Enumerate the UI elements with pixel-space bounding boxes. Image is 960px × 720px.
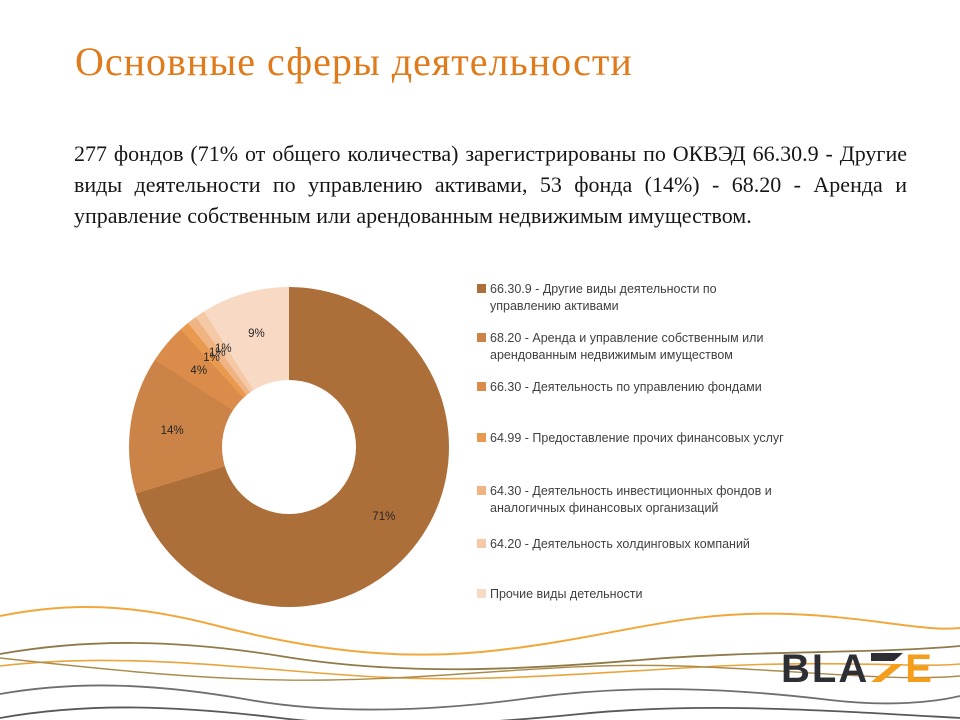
pie-slice-label: 1% [208,347,226,360]
legend-swatch [477,284,486,293]
body-text: 277 фондов (71% от общего количества) за… [74,141,907,229]
legend-label: Прочие виды детельности [490,587,643,601]
pie-slice-label: 9% [248,327,265,340]
legend-item: 68.20 - Аренда и управление собственным … [477,330,763,364]
donut-hole [222,380,356,514]
legend-item: 64.99 - Предоставление прочих финансовых… [477,430,784,447]
pie-slice-label: 1% [214,343,232,355]
legend-swatch [477,433,486,442]
legend-label: 64.20 - Деятельность холдинговых компани… [490,537,750,551]
legend-item: 66.30.9 - Другие виды деятельности по уп… [477,281,717,315]
pie-slice-label: 4% [190,364,208,377]
legend-swatch [477,486,486,495]
slide-title: Основные сферы деятельности [75,39,633,84]
legend-label: 64.99 - Предоставление прочих финансовых… [490,431,784,445]
pie-slice-label: 1% [203,351,220,364]
pie-slice-label: 71% [372,511,396,524]
logo-text-orange: E [905,647,934,691]
legend-label: 64.30 - Деятельность инвестиционных фонд… [490,484,772,515]
legend-swatch [477,589,486,598]
legend-swatch [477,539,486,548]
logo-text-dark: BLA [781,647,870,691]
pie-slice-label: 14% [160,424,184,437]
legend-swatch [477,382,486,391]
legend-item: 64.20 - Деятельность холдинговых компани… [477,536,750,553]
legend-item: 66.30 - Деятельность по управлению фонда… [477,379,762,396]
legend-item: Прочие виды детельности [477,586,642,603]
logo-z-icon [871,653,904,682]
legend-item: 64.30 - Деятельность инвестиционных фонд… [477,483,772,517]
legend-label: 66.30 - Деятельность по управлению фонда… [490,380,762,394]
legend-label: 66.30.9 - Другие виды деятельности по уп… [490,282,717,313]
donut-chart: 71% 14% 4% 1% 1% 1% 9% [129,287,449,607]
legend-swatch [477,333,486,342]
blaze-logo: BLA E [781,649,934,689]
legend-label: 68.20 - Аренда и управление собственным … [490,331,764,362]
chart-legend: 66.30.9 - Другие виды деятельности по уп… [477,275,932,615]
